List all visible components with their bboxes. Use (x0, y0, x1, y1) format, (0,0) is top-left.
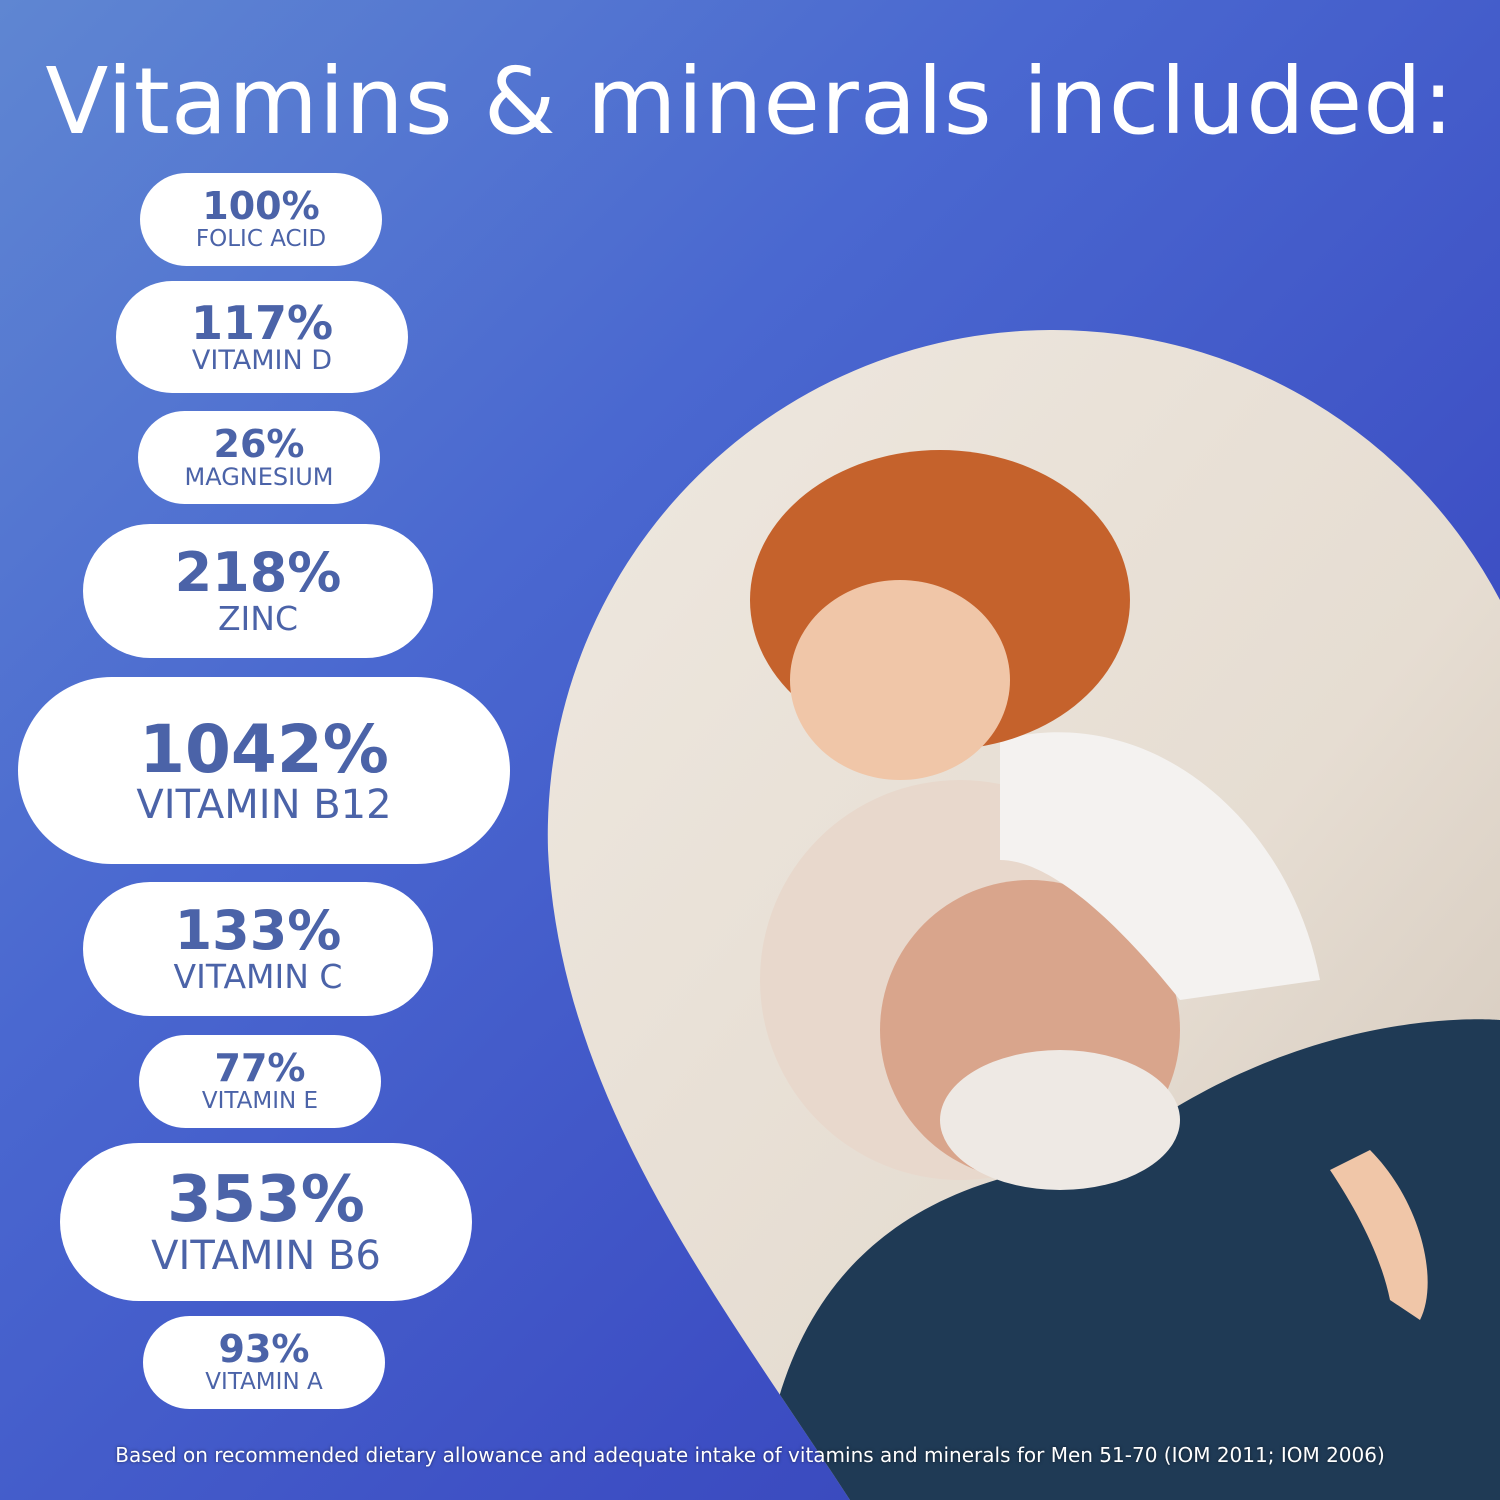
nutrient-pill-folic-acid: 100% FOLIC ACID (140, 173, 382, 266)
nutrient-percent: 218% (174, 541, 342, 605)
nutrient-percent: 26% (213, 421, 305, 466)
nutrient-name: VITAMIN B6 (151, 1232, 381, 1279)
nutrient-pill-magnesium: 26% MAGNESIUM (138, 411, 380, 504)
nutrient-percent: 1042% (139, 710, 389, 788)
nutrient-name: VITAMIN A (205, 1369, 323, 1396)
nutrient-name: VITAMIN B12 (136, 782, 392, 829)
nutrient-percent: 117% (190, 295, 334, 350)
nutrient-pill-vitamin-b6: 353% VITAMIN B6 (60, 1143, 472, 1301)
nutrient-pill-vitamin-a: 93% VITAMIN A (143, 1316, 385, 1409)
page-title: Vitamins & minerals included: (45, 48, 1455, 155)
nutrient-name: VITAMIN C (173, 957, 343, 997)
nutrient-pill-vitamin-c: 133% VITAMIN C (83, 882, 433, 1016)
nutrient-name: FOLIC ACID (195, 226, 327, 253)
nutrient-name: VITAMIN E (201, 1088, 319, 1115)
nutrient-name: ZINC (217, 599, 299, 639)
nutrient-percent: 353% (167, 1163, 365, 1238)
nutrient-name: VITAMIN D (191, 344, 333, 376)
nutrient-percent: 77% (214, 1046, 306, 1091)
nutrient-percent: 93% (218, 1327, 310, 1372)
nutrient-percent: 100% (202, 184, 320, 229)
nutrient-pill-vitamin-e: 77% VITAMIN E (139, 1035, 381, 1128)
nutrient-percent: 133% (174, 899, 342, 963)
nutrient-pill-vitamin-d: 117% VITAMIN D (116, 281, 408, 393)
footnote: Based on recommended dietary allowance a… (115, 1443, 1385, 1467)
nutrient-pill-zinc: 218% ZINC (83, 524, 433, 658)
nutrient-name: MAGNESIUM (184, 462, 334, 491)
nutrient-pill-vitamin-b12: 1042% VITAMIN B12 (18, 677, 510, 864)
